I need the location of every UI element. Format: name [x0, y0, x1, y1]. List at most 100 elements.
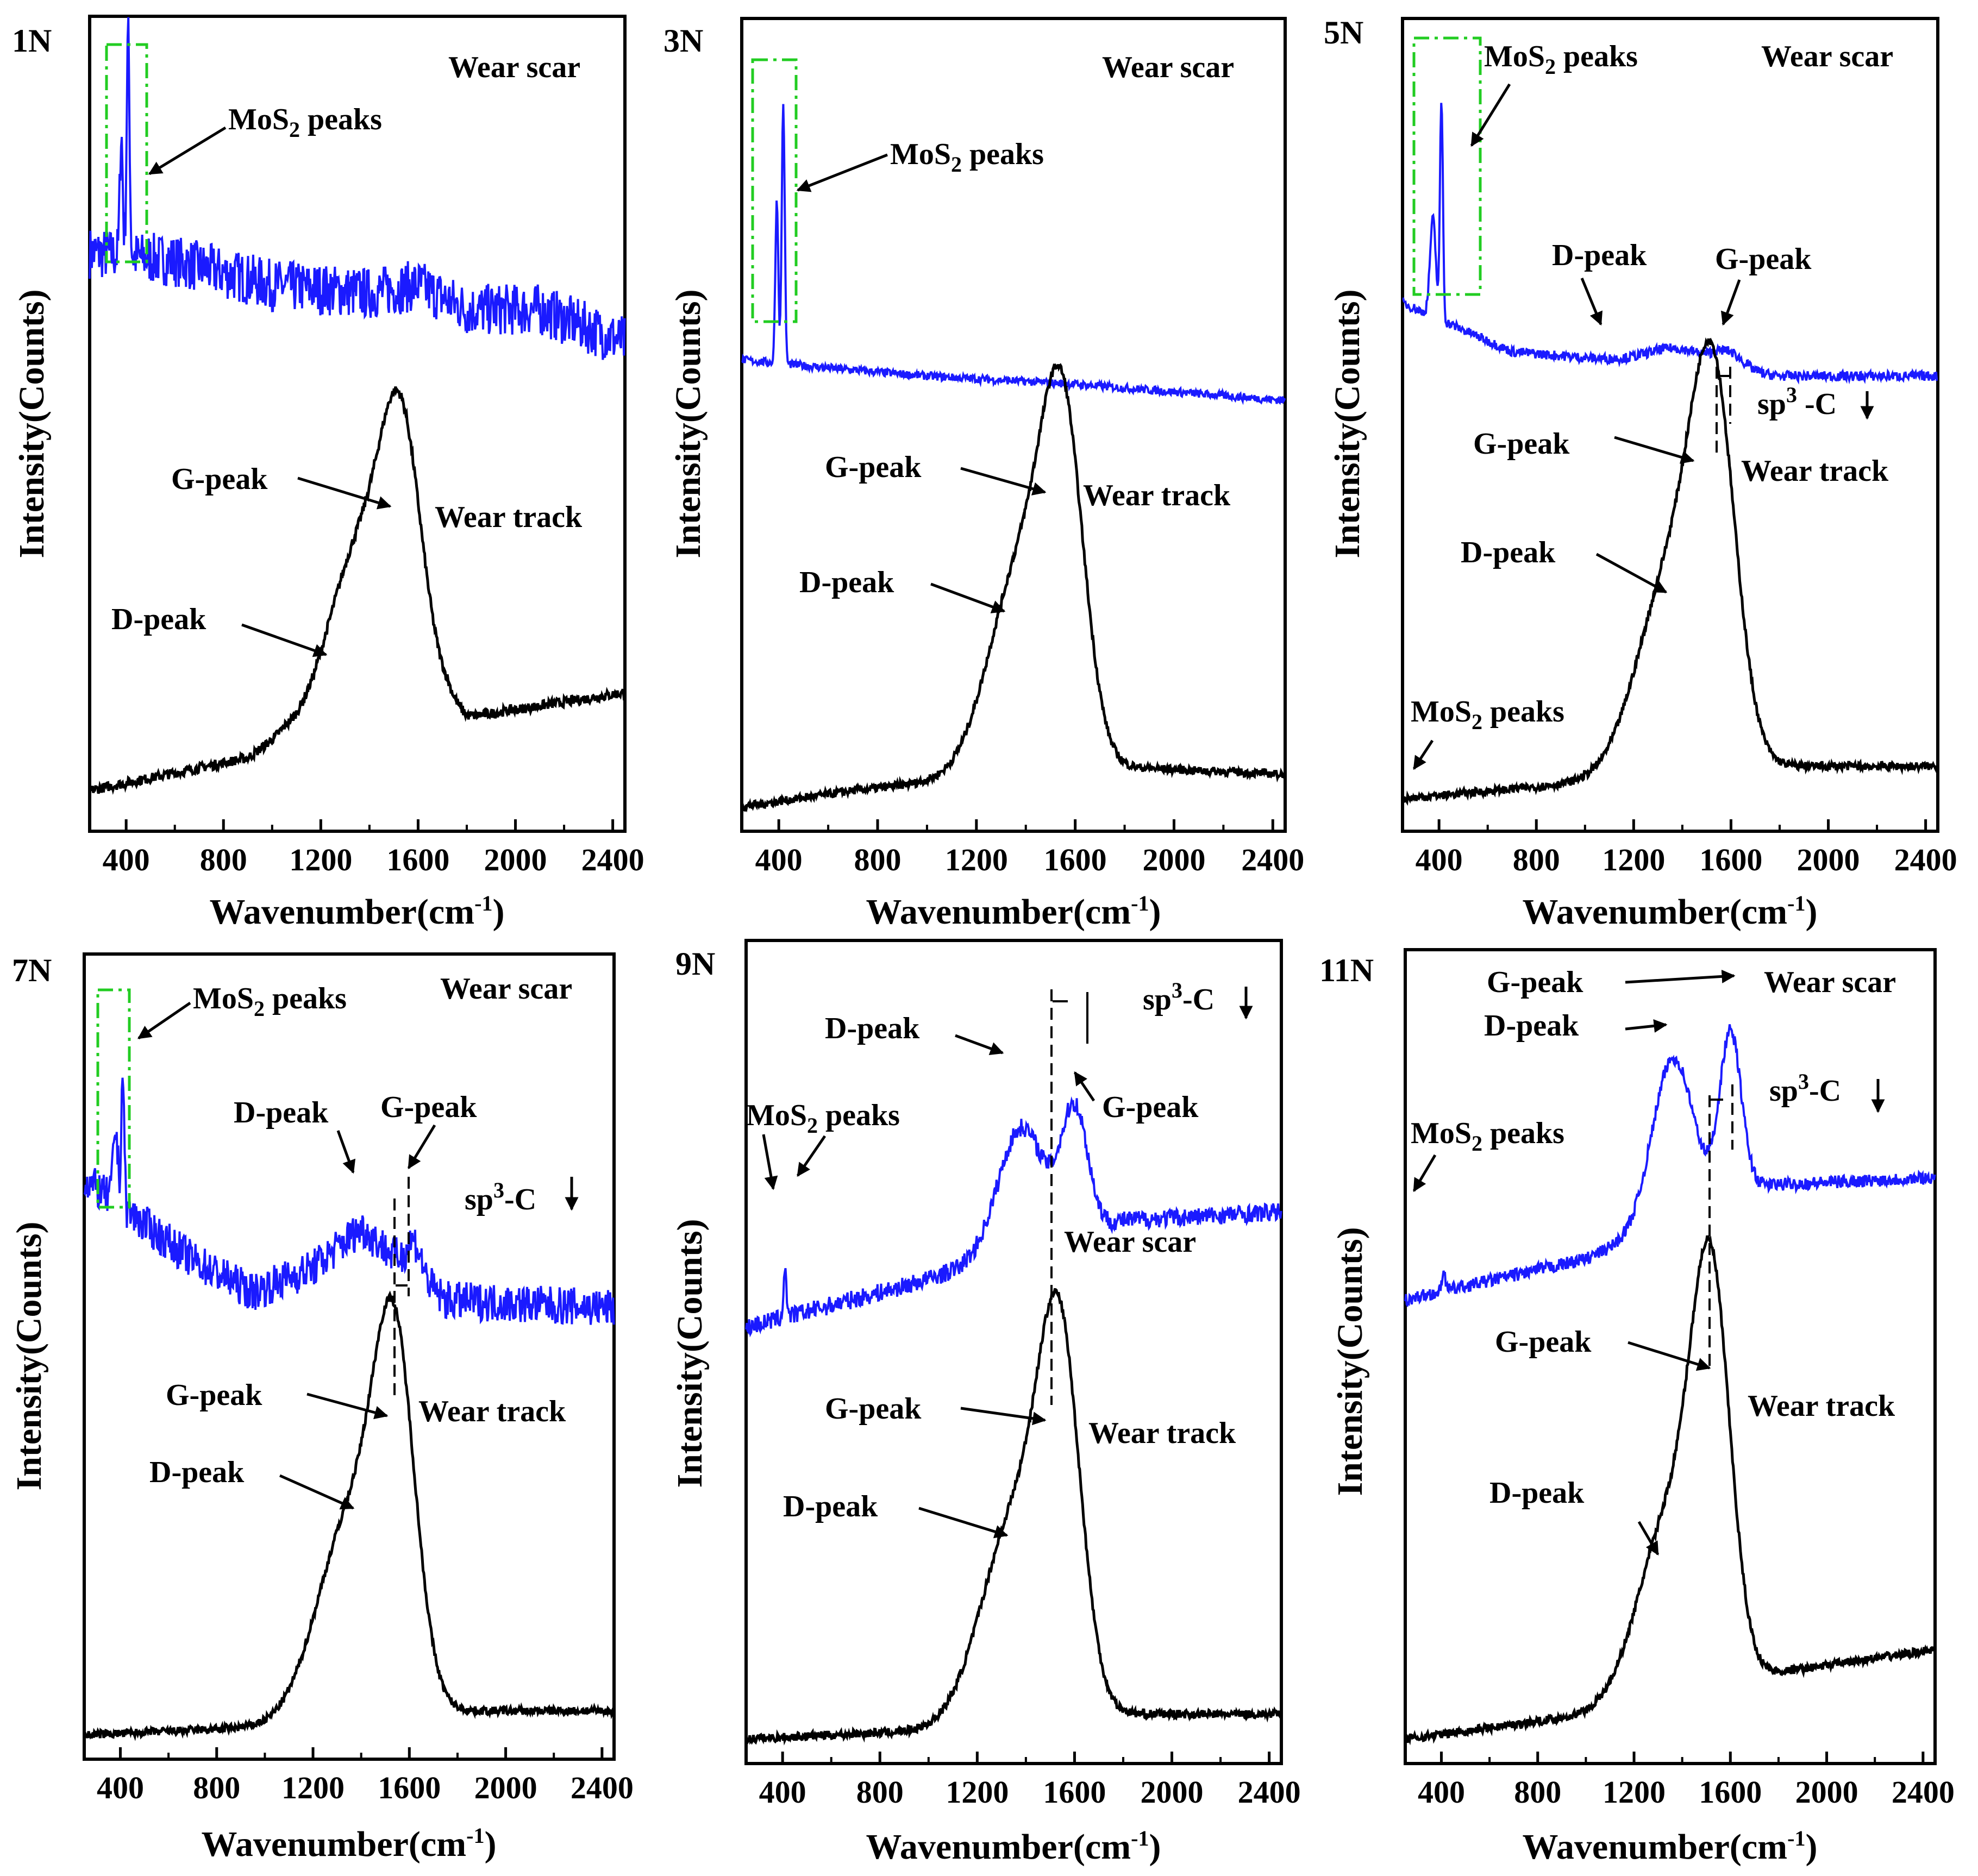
annotation-arrow [1637, 1521, 1660, 1556]
wear-track-spectrum [744, 1288, 1283, 1746]
x-tick-label: 2400 [1892, 1774, 1955, 1810]
x-axis-title: Wavenumber(cm-1) [210, 891, 505, 932]
annotation-arrow [762, 1134, 778, 1190]
panel-7n: 400 800 1200 1600 2000 2400 Intensity(Counts)… [0, 938, 659, 1875]
mos2-highlight-box [1412, 36, 1482, 296]
wear-track-spectrum [1404, 1235, 1936, 1746]
mos2-highlight-box [105, 43, 148, 263]
wear-scar-label: Wear scar [1761, 40, 1893, 73]
panel-3n-chart: 400 800 1200 1600 2000 2400 Intensity(Counts)… [663, 17, 1304, 932]
axis-ticks: 400 800 1200 1600 2000 2400 [755, 819, 1304, 877]
wear-track-label: Wear track [1083, 479, 1231, 512]
mos2-peaks-label: MoS2 peaks [746, 1099, 900, 1138]
g-peak-label-track: G-peak [171, 462, 268, 496]
wear-track-spectrum [83, 1290, 615, 1741]
x-axis-title: Wavenumber(cm-1) [866, 1826, 1161, 1867]
mos2-highlight-box [751, 58, 798, 323]
d-peak-label-scar: D-peak [1484, 1009, 1579, 1043]
wear-track-spectrum [88, 386, 626, 795]
x-axis-title: Wavenumber(cm-1) [1523, 891, 1818, 932]
x-tick-label: 800 [854, 842, 902, 877]
x-tick-label: 2400 [1894, 842, 1957, 877]
x-tick-label: 1200 [1602, 842, 1665, 877]
x-tick-label: 1600 [1699, 1774, 1762, 1810]
x-tick-label: 400 [759, 1774, 806, 1810]
x-tick-label: 2000 [1142, 842, 1205, 877]
g-peak-label-scar: G-peak [1715, 242, 1812, 276]
d-peak-label-track: D-peak [783, 1490, 878, 1523]
annotation-arrow [796, 1135, 827, 1177]
panel-5n-chart: 400 800 1200 1600 2000 2400 Intensity(Counts)… [1324, 15, 1957, 932]
x-tick-label: 2000 [1797, 842, 1860, 877]
annotation-arrow [796, 153, 888, 192]
mos2-peaks-label: MoS2 peaks [1484, 40, 1638, 79]
mos2-peaks-label: MoS2 peaks [890, 137, 1044, 177]
y-axis-title: Intensity(Counts) [12, 289, 52, 558]
panel-1n: 400 800 1200 1600 2000 2400 Intensity(Counts)… [0, 0, 659, 938]
d-peak-label-track: D-peak [111, 603, 206, 636]
y-axis-title: Intensity(Counts) [670, 1219, 710, 1488]
y-axis-title: Intensity(Counts) [9, 1221, 49, 1490]
plot-frame [744, 939, 1283, 1765]
panel-11n: 400 800 1200 1600 2000 2400 Intensity(Counts)… [1318, 938, 1977, 1875]
x-tick-label: 2400 [581, 842, 644, 877]
x-tick-label: 1200 [1603, 1774, 1666, 1810]
wear-scar-spectrum [89, 17, 626, 360]
x-tick-label: 2400 [1241, 842, 1304, 877]
x-axis-title: Wavenumber(cm-1) [202, 1823, 497, 1864]
panel-label: 5N [1324, 15, 1363, 51]
annotation-arrow [1595, 553, 1668, 594]
y-axis-title: Intensity(Counts) [1328, 289, 1367, 558]
x-tick-label: 800 [193, 1770, 240, 1805]
annotation-arrow [960, 467, 1047, 495]
d-peak-label-track: D-peak [1489, 1476, 1585, 1510]
axis-ticks: 400 800 1200 1600 2000 2400 [759, 1752, 1301, 1810]
annotation-arrow [297, 476, 392, 510]
sp3-c-label: sp3-C [1769, 1069, 1841, 1108]
x-tick-label: 1600 [1699, 842, 1762, 877]
panel-5n: 400 800 1200 1600 2000 2400 Intensity(Counts)… [1318, 0, 1977, 938]
x-tick-label: 1200 [946, 1774, 1009, 1810]
x-tick-label: 1200 [281, 1770, 345, 1805]
wear-scar-label: Wear scar [1064, 1225, 1196, 1259]
wear-scar-label: Wear scar [440, 972, 572, 1006]
annotation-arrow [960, 1407, 1047, 1426]
panel-11n-chart: 400 800 1200 1600 2000 2400 Intensity(Counts)… [1319, 948, 1955, 1867]
annotation-arrow [1625, 1019, 1668, 1033]
plot-frame [88, 15, 627, 833]
panel-label: 11N [1319, 952, 1374, 988]
x-tick-label: 1200 [945, 842, 1008, 877]
sp3-c-label: sp3 -C [1757, 382, 1837, 421]
plot-frame [83, 952, 616, 1761]
x-tick-label: 1600 [1044, 842, 1107, 877]
panel-label: 9N [675, 946, 715, 982]
panel-label: 1N [12, 23, 52, 59]
annotation-arrow [930, 582, 1006, 613]
x-tick-label: 2000 [484, 842, 547, 877]
x-tick-label: 400 [755, 842, 803, 877]
annotation-arrow [241, 623, 328, 657]
x-tick-label: 2000 [474, 1770, 537, 1805]
wear-track-label: Wear track [435, 500, 583, 534]
wear-scar-spectrum [1402, 103, 1938, 385]
annotation-arrow [306, 1392, 389, 1420]
panel-9n-chart: 400 800 1200 1600 2000 2400 Intensity(Counts)… [670, 939, 1301, 1867]
g-peak-label-track: G-peak [166, 1378, 262, 1412]
x-tick-label: 1600 [378, 1770, 441, 1805]
wear-scar-spectrum [741, 104, 1286, 405]
g-peak-label-track: G-peak [825, 450, 922, 484]
annotation-arrow [1412, 1154, 1437, 1193]
g-peak-label-track: G-peak [1473, 427, 1570, 461]
annotation-arrow [1625, 969, 1736, 984]
g-peak-label-track: G-peak [1495, 1325, 1592, 1359]
sp3-c-label: sp3-C [465, 1178, 536, 1216]
wear-track-label: Wear track [1748, 1389, 1895, 1423]
annotation-arrow [407, 1124, 436, 1170]
annotation-arrow [918, 1507, 1009, 1539]
wear-scar-spectrum [745, 1096, 1282, 1338]
x-tick-label: 2000 [1795, 1774, 1858, 1810]
annotation-arrow [955, 1034, 1004, 1055]
annotation-arrow [1614, 436, 1695, 464]
plot-frame [1401, 17, 1939, 833]
